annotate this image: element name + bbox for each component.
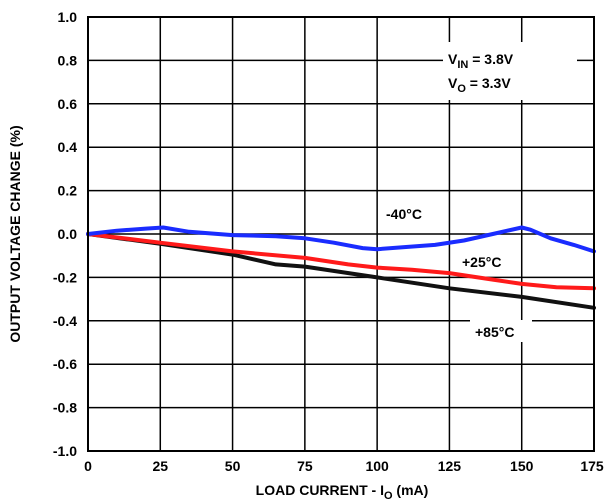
y-axis-title: OUTPUT VOLTAGE CHANGE (%) xyxy=(7,125,23,342)
data-series xyxy=(86,225,596,310)
x-tick-label: 150 xyxy=(510,458,534,474)
y-tick-label: 0.0 xyxy=(58,226,78,242)
y-tick-label: 0.8 xyxy=(58,52,78,68)
y-tick-label: -0.8 xyxy=(53,400,77,416)
series-label-plus85: +85°C xyxy=(475,324,514,340)
x-tick-label: 50 xyxy=(225,458,241,474)
y-tick-label: 0.6 xyxy=(58,96,78,112)
series-line-1 xyxy=(86,232,596,291)
y-tick-label: -0.6 xyxy=(53,356,77,372)
x-tick-label: 125 xyxy=(438,458,462,474)
y-tick-labels: -1.0 -0.8 -0.6 -0.4 -0.2 0.0 0.2 0.4 0.6 0.8 1.0 xyxy=(53,9,77,459)
x-axis-title: LOAD CURRENT - IO (mA) xyxy=(256,482,429,502)
vo-annotation: VO = 3.3V xyxy=(448,75,511,95)
y-tick-label: 1.0 xyxy=(58,9,78,25)
annotation-box xyxy=(443,42,577,100)
x-tick-label: 0 xyxy=(84,458,92,474)
y-tick-label: 0.4 xyxy=(58,139,78,155)
y-tick-label: -0.4 xyxy=(53,313,77,329)
x-tick-label: 100 xyxy=(365,458,389,474)
series-label-bg-minus40 xyxy=(380,202,440,224)
x-tick-label: 25 xyxy=(152,458,168,474)
y-tick-label: 0.2 xyxy=(58,183,78,199)
vin-annotation: VIN = 3.8V xyxy=(448,51,514,71)
series-label-minus40: -40°C xyxy=(386,206,422,222)
plot-frame xyxy=(87,16,595,452)
series-label-bg-plus25 xyxy=(457,250,519,272)
x-tick-labels: 0 25 50 75 100 125 150 175 xyxy=(84,458,604,474)
y-tick-label: -0.2 xyxy=(53,269,77,285)
series-line-0 xyxy=(86,225,596,254)
x-tick-label: 75 xyxy=(297,458,313,474)
y-tick-label: -1.0 xyxy=(53,443,77,459)
series-label-bg-plus85 xyxy=(470,320,532,342)
series-label-plus25: +25°C xyxy=(462,254,501,270)
x-tick-label: 175 xyxy=(580,458,604,474)
